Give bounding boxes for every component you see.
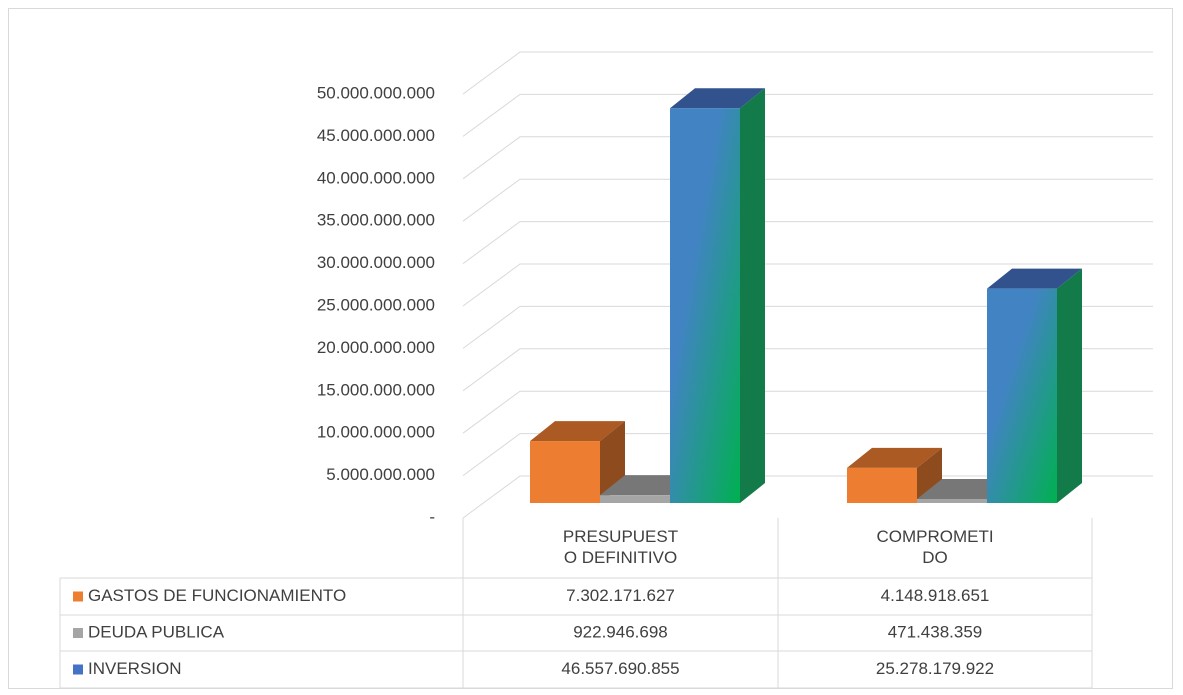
legend-key: [73, 591, 83, 602]
grid-line: [462, 93, 1153, 137]
bar: [530, 421, 625, 503]
bar-front: [670, 108, 740, 503]
bar-front: [917, 499, 987, 503]
legend-label: DEUDA PUBLICA: [88, 622, 225, 641]
grid-line: [462, 305, 1153, 349]
y-tick-label: -: [429, 507, 435, 526]
legend-key: [73, 664, 83, 675]
grid-line: [462, 390, 1153, 434]
grid-line: [462, 178, 1153, 222]
bar: [847, 447, 942, 503]
x-tick-label: PRESUPUESTO DEFINITIVO: [562, 527, 679, 567]
value-label: 922.946.698: [573, 622, 668, 641]
bar-top: [670, 88, 765, 109]
bar-top: [987, 268, 1082, 289]
legend-label: INVERSION: [88, 659, 182, 678]
grid-line: [462, 433, 1153, 477]
value-label: 46.557.690.855: [561, 659, 679, 678]
y-tick-label: 30.000.000.000: [317, 253, 435, 272]
y-tick-label: 5.000.000.000: [326, 465, 435, 484]
grid-line: [462, 263, 1153, 307]
grid-line: [462, 136, 1153, 180]
value-label: 4.148.918.651: [881, 586, 990, 605]
y-tick-label: 50.000.000.000: [317, 83, 435, 102]
y-tick-label: 10.000.000.000: [317, 423, 435, 442]
y-tick-label: 35.000.000.000: [317, 211, 435, 230]
y-tick-label: 25.000.000.000: [317, 295, 435, 314]
bar: [670, 88, 765, 503]
value-label: 7.302.171.627: [566, 586, 675, 605]
x-tick-label: COMPROMETIDO: [876, 527, 994, 567]
grid-line: [462, 221, 1153, 265]
y-tick-label: 20.000.000.000: [317, 338, 435, 357]
value-label: 25.278.179.922: [876, 659, 994, 678]
legend-label: GASTOS DE FUNCIONAMIENTO: [88, 586, 346, 605]
category-cell: PRESUPUESTO DEFINITIVO: [562, 527, 679, 567]
bar-front: [600, 495, 670, 503]
category-cell: COMPROMETIDO: [876, 527, 994, 567]
bar-side: [1057, 268, 1082, 503]
bar: [987, 268, 1082, 503]
grid-line: [462, 348, 1153, 392]
y-tick-label: 40.000.000.000: [317, 168, 435, 187]
bar-side: [917, 447, 942, 503]
bar-front: [987, 288, 1057, 503]
y-tick-label: 15.000.000.000: [317, 380, 435, 399]
bar-side: [740, 88, 765, 503]
bar-front: [847, 467, 917, 503]
bar-front: [530, 441, 600, 503]
bar-top: [530, 421, 625, 442]
legend-key: [73, 628, 83, 638]
grid-line: [462, 51, 1153, 95]
y-tick-label: 45.000.000.000: [317, 126, 435, 145]
bar-top: [847, 447, 942, 468]
value-label: 471.438.359: [888, 622, 983, 641]
